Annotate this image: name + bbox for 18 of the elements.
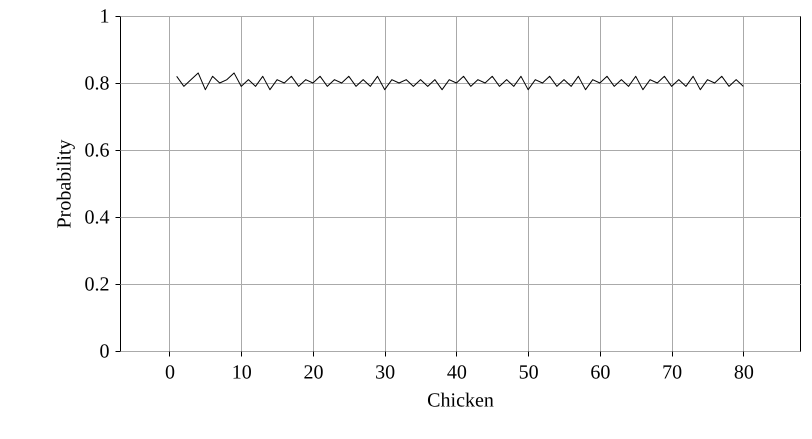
y-axis-title: Probability (54, 140, 76, 228)
x-tick-label: 80 (734, 362, 754, 384)
x-axis-title: Chicken (427, 390, 494, 412)
x-tick-label: 50 (518, 362, 539, 384)
x-tick-label: 0 (164, 362, 175, 384)
y-tick-label: 1 (100, 6, 110, 28)
x-tick-label: 20 (303, 362, 324, 384)
y-tick-label: 0.4 (84, 206, 110, 228)
y-tick-label: 0 (100, 340, 110, 362)
y-tick-label: 0.6 (84, 140, 110, 162)
x-tick-label: 60 (590, 362, 610, 384)
x-tick-label: 40 (446, 362, 467, 384)
x-tick-label: 10 (232, 362, 252, 384)
y-tick-label: 0.2 (84, 274, 110, 296)
line-series (176, 72, 744, 90)
x-tick-label: 30 (375, 362, 396, 384)
y-tick-label: 0.8 (84, 72, 110, 94)
x-tick-label: 70 (662, 362, 682, 384)
